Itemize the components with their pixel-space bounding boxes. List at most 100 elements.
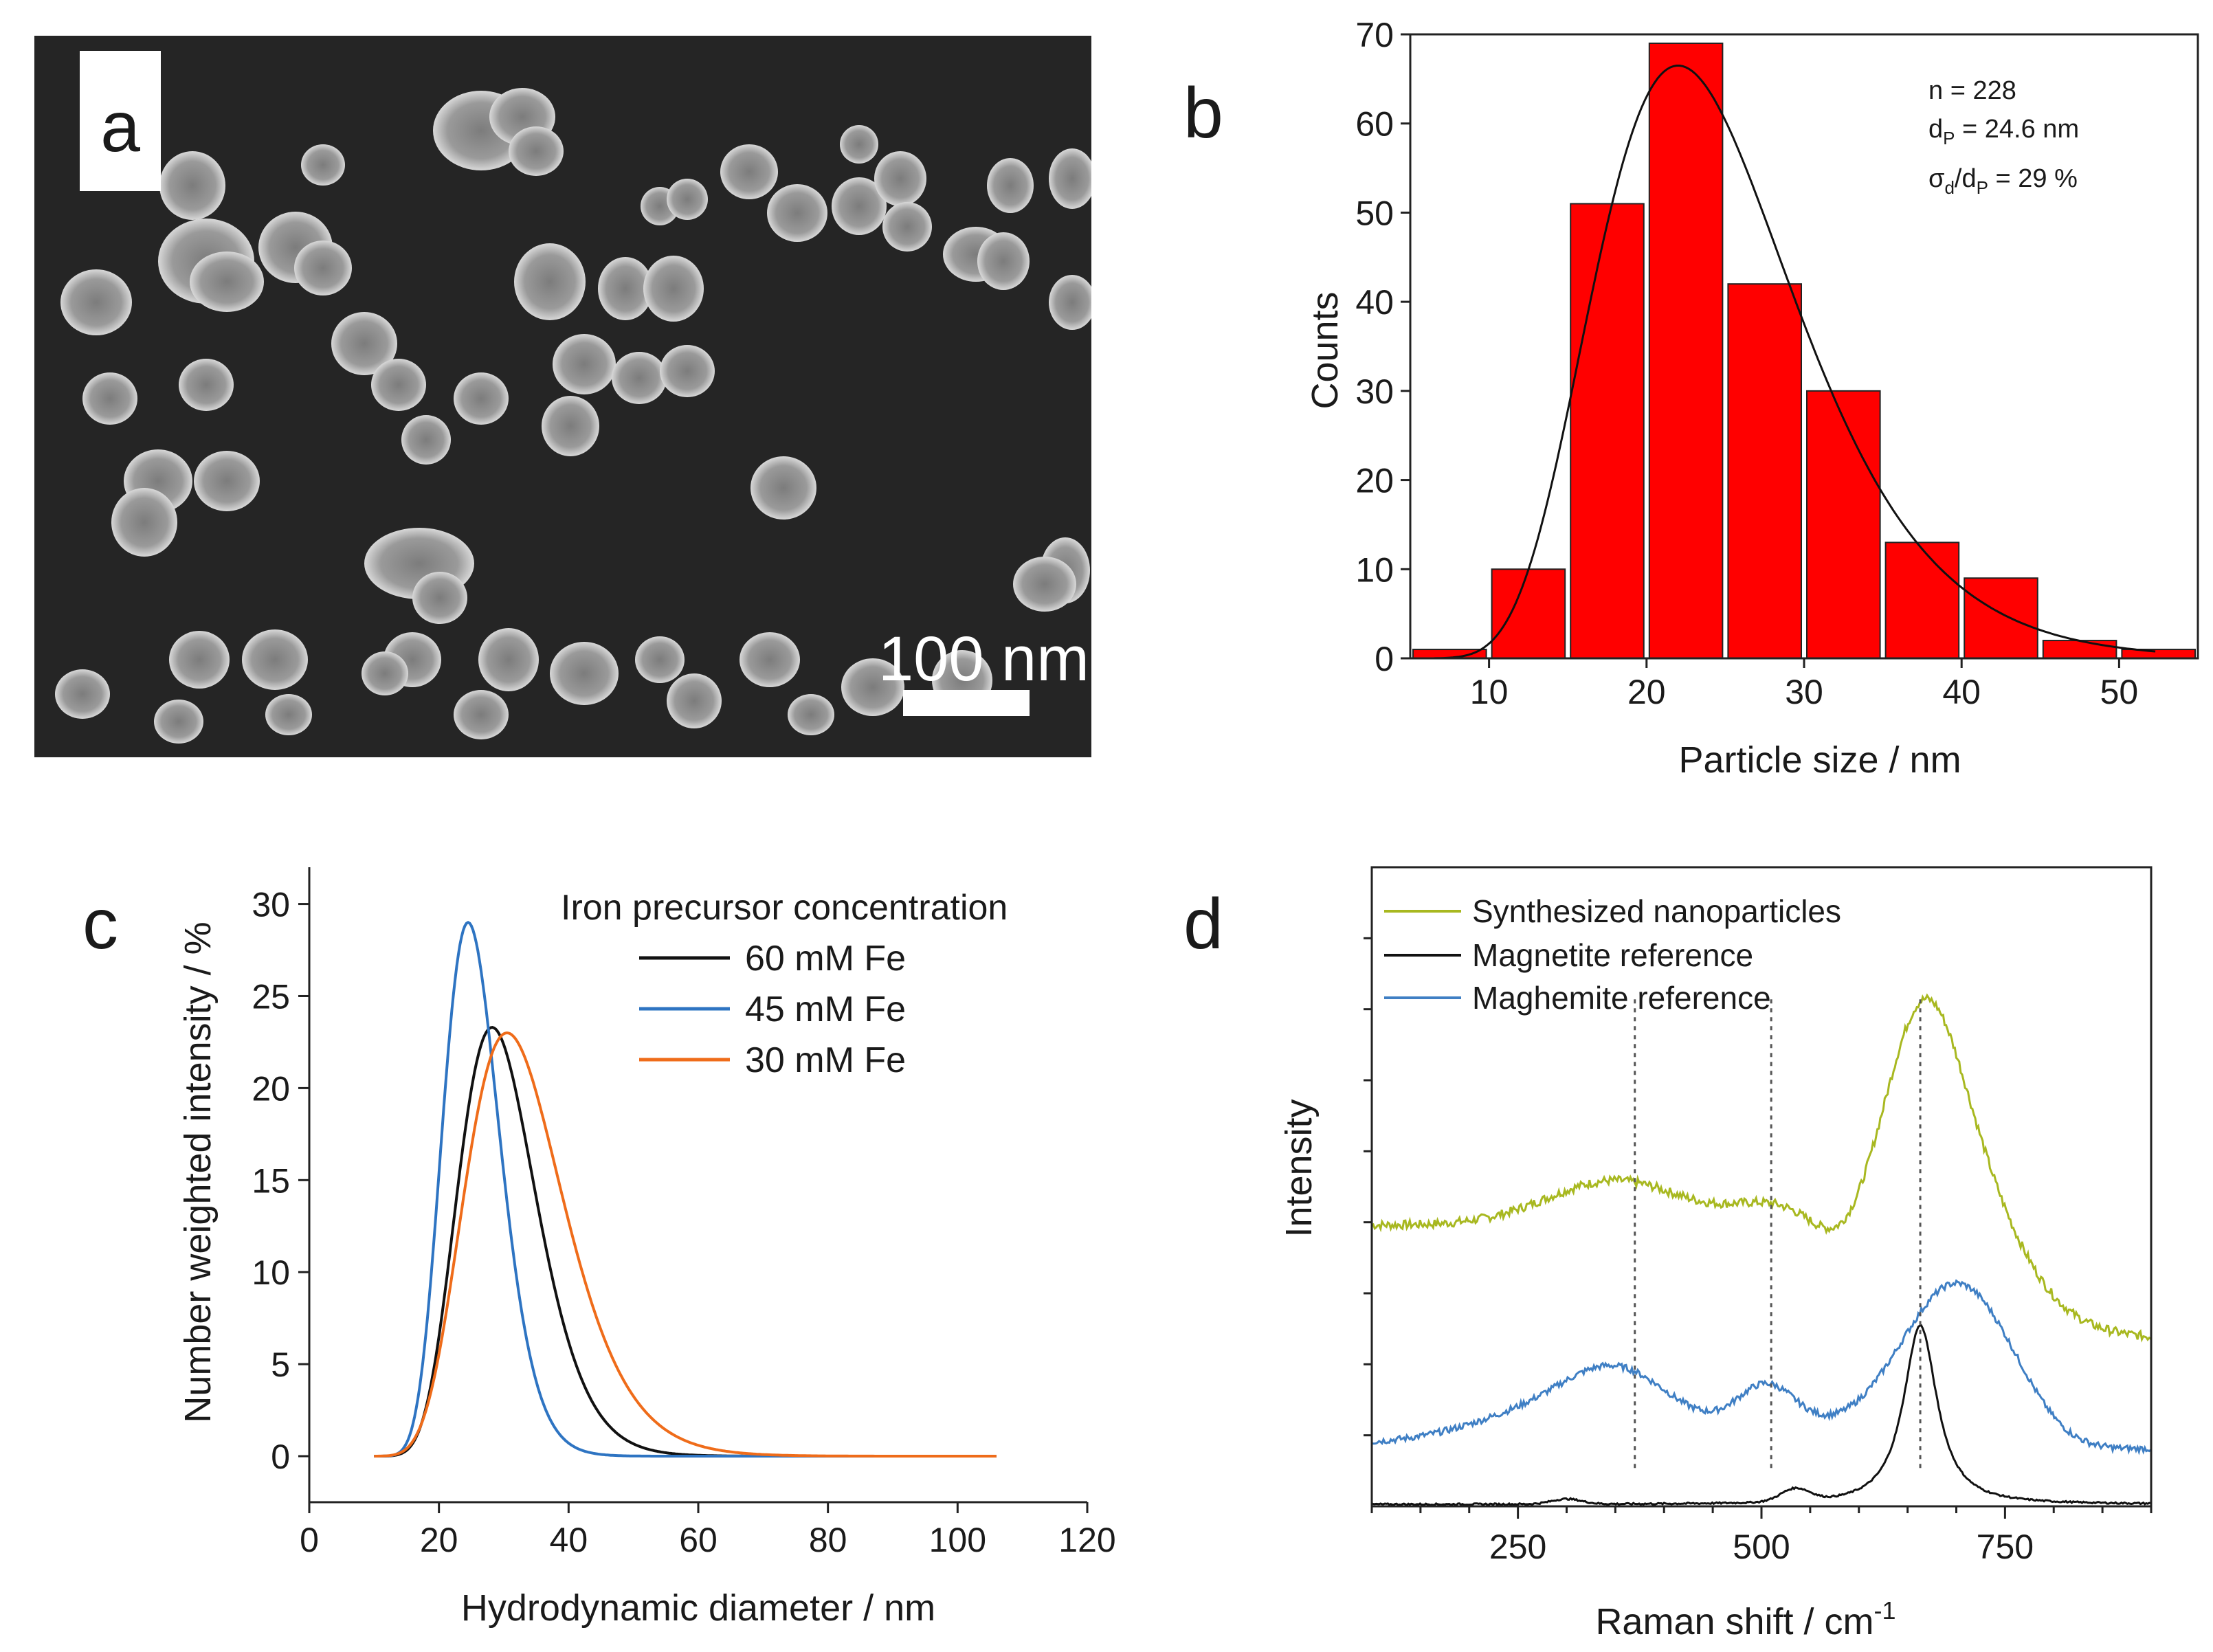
scale-bar-label: 100 nm [878, 624, 1089, 694]
sem-particle [371, 359, 426, 411]
x-tick-label: 20 [420, 1521, 458, 1559]
sem-particle [265, 694, 312, 735]
sem-particle [550, 642, 619, 705]
y-tick-label: 30 [252, 886, 290, 924]
sem-particle [412, 572, 467, 624]
y-tick-label: 0 [271, 1438, 290, 1476]
sem-particle [788, 694, 834, 735]
panel-c-ylabel: Number weighted intensity / % [177, 922, 219, 1422]
series-line [374, 1025, 997, 1458]
sem-particle [840, 125, 878, 164]
x-tick-label: 40 [550, 1521, 588, 1559]
sem-particle [454, 690, 509, 739]
x-tick-label: 40 [1942, 673, 1981, 711]
sem-particle [767, 184, 827, 242]
sem-particle [874, 151, 926, 206]
sem-particle [190, 252, 264, 312]
sem-particle [111, 488, 177, 557]
legend-d: Synthesized nanoparticles Magnetite refe… [1384, 893, 1841, 1016]
sem-particle [667, 179, 708, 220]
sem-particle [635, 636, 685, 683]
x-tick-label: 750 [1977, 1528, 2034, 1566]
sem-particle [553, 334, 616, 394]
panel-c: c 0 20 40 60 80 100 120 0 5 10 15 20 25 30 Hydrodynam… [82, 867, 1116, 1629]
y-tick-label: 40 [1355, 283, 1394, 322]
y-tick-label: 10 [1355, 550, 1394, 589]
sem-particle [598, 257, 653, 320]
sem-particle [454, 372, 509, 425]
sem-particle [514, 243, 586, 320]
panel-b-letter: b [1183, 74, 1223, 153]
legend-label-30mm: 30 mM Fe [745, 1040, 906, 1080]
legend-title: Iron precursor concentration [561, 888, 1008, 928]
sem-particle [60, 269, 132, 335]
stat-relative-sd: σd/dP = 29 % [1928, 164, 2078, 198]
panel-b-ylabel: Counts [1304, 291, 1346, 409]
panel-c-xlabel: Hydrodynamic diameter / nm [461, 1587, 935, 1629]
panel-c-letter: c [82, 884, 118, 964]
x-tick-label: 0 [300, 1521, 319, 1559]
sem-particle [667, 673, 722, 728]
series-maghemite [1371, 1279, 2152, 1455]
plot-frame [1409, 33, 2199, 660]
sem-particle [301, 144, 345, 186]
sem-particle [750, 456, 816, 520]
sem-particle [542, 396, 599, 456]
histogram-bar [1884, 542, 1960, 659]
histogram-bar [1806, 390, 1881, 659]
y-tick-label: 10 [252, 1253, 290, 1292]
y-tick-label: 60 [1355, 105, 1394, 144]
histogram-bar [1964, 577, 2038, 659]
legend-label-synthesized: Synthesized nanoparticles [1472, 893, 1841, 929]
y-tick-label: 20 [252, 1069, 290, 1108]
panel-a: a 100 nm [34, 36, 1091, 757]
sem-particle [660, 345, 715, 397]
sem-particle [841, 658, 904, 716]
sem-particle [154, 700, 203, 744]
sem-particle [1013, 557, 1076, 612]
panel-a-letter: a [100, 87, 140, 167]
sem-particle [509, 126, 564, 176]
sem-particle [987, 158, 1034, 213]
sem-particle [832, 177, 887, 235]
x-tick-label: 500 [1733, 1528, 1790, 1566]
series-synthesized [1371, 993, 2152, 1343]
y-tick-label: 50 [1355, 194, 1394, 232]
sem-particle [739, 632, 800, 687]
legend-label-magnetite: Magnetite reference [1472, 937, 1753, 973]
x-tick-label: 250 [1489, 1528, 1546, 1566]
sem-particle [977, 232, 1030, 290]
sem-particle [1049, 275, 1091, 330]
sem-particle [159, 151, 225, 220]
sem-particle [169, 631, 230, 689]
sem-particle [294, 241, 352, 295]
histogram-bar [1648, 42, 1724, 659]
x-tick-label: 100 [929, 1521, 986, 1559]
legend-label-60mm: 60 mM Fe [745, 939, 906, 979]
legend-label-45mm: 45 mM Fe [745, 990, 906, 1029]
x-tick-label: 20 [1627, 673, 1666, 711]
legend-label-maghemite: Maghemite reference [1472, 980, 1771, 1016]
sem-particle [179, 359, 234, 411]
y-tick-label: 20 [1355, 462, 1394, 500]
histogram-bar [1491, 568, 1566, 659]
sem-particle [1049, 148, 1091, 209]
sem-particles [55, 88, 1091, 744]
scale-bar [903, 690, 1030, 716]
panel-d-ylabel: Intensity [1278, 1099, 1320, 1237]
histogram-bar [2121, 649, 2196, 659]
histogram-bar [2042, 640, 2117, 659]
sem-particle [643, 256, 704, 322]
panel-d-letter: d [1183, 884, 1223, 964]
legend-c: 60 mM Fe 45 mM Fe 30 mM Fe [639, 939, 906, 1080]
y-tick-label: 5 [271, 1346, 290, 1384]
sem-particle [478, 628, 539, 691]
panel-b-xlabel: Particle size / nm [1678, 739, 1961, 781]
sem-particle [331, 312, 397, 375]
series-magnetite [1371, 1324, 2151, 1507]
sem-particle [720, 144, 778, 199]
x-tick-label: 30 [1785, 673, 1823, 711]
x-tick-label: 50 [2100, 673, 2139, 711]
x-tick-label: 120 [1058, 1521, 1115, 1559]
